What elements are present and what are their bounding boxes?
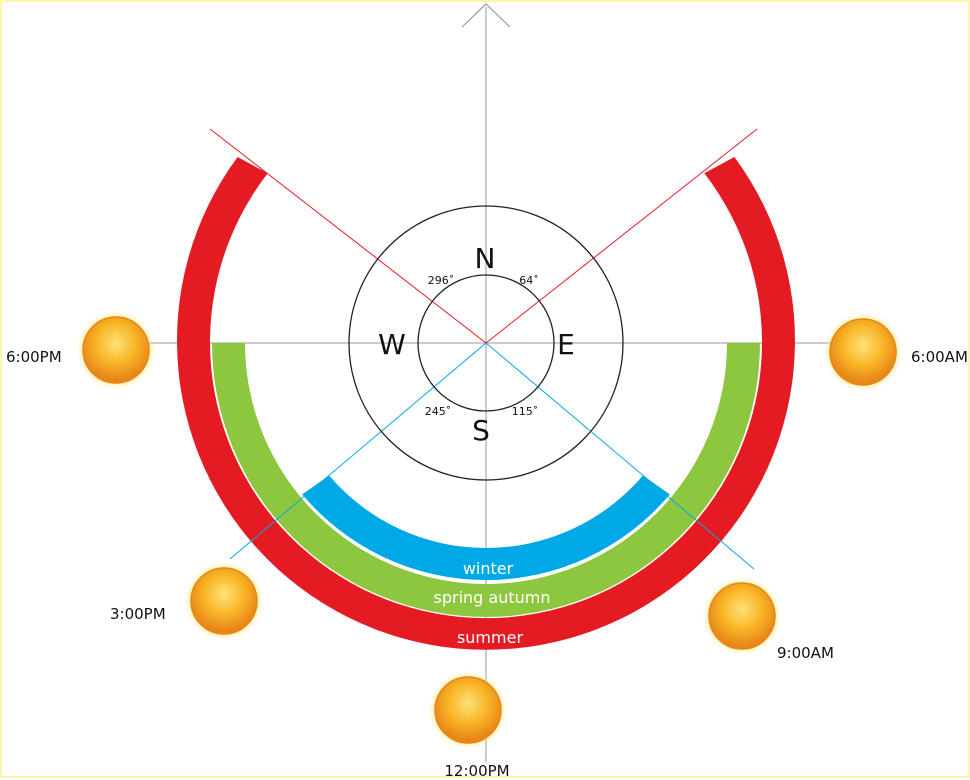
- summer-label: summer: [457, 628, 523, 647]
- sun-3pm-icon: [183, 560, 265, 642]
- summer-band: [177, 157, 796, 650]
- compass-inner-circle: [417, 274, 555, 412]
- time-3pm-label: 3:00PM: [110, 605, 166, 623]
- time-6pm-label: 6:00PM: [6, 348, 62, 366]
- compass-north: N: [475, 242, 496, 275]
- spring-autumn-band: [212, 343, 760, 617]
- winter-label: winter: [463, 559, 514, 578]
- time-9am-label: 9:00AM: [777, 644, 834, 662]
- winter-sunrise-line: [485, 342, 755, 570]
- spring-autumn-label: spring autumn: [434, 588, 551, 607]
- sun-6am-icon: [822, 311, 904, 393]
- compass-east: E: [557, 328, 575, 361]
- winter-sunset-line: [229, 342, 487, 560]
- sun-9am-icon: [701, 575, 783, 657]
- angle-ne-label: 64˚: [519, 274, 539, 287]
- time-6am-label: 6:00AM: [911, 348, 968, 366]
- sun-6pm-icon: [75, 309, 157, 391]
- time-12pm-label: 12:00PM: [444, 762, 509, 780]
- sun-12pm-icon: [427, 669, 509, 751]
- north-arrow-icon: [461, 3, 511, 28]
- angle-nw-label: 296˚: [428, 274, 455, 287]
- compass-west: W: [378, 328, 406, 361]
- angle-sw-label: 245˚: [425, 405, 452, 418]
- winter-band: [302, 475, 670, 581]
- summer-sunrise-line: [485, 128, 758, 344]
- angle-se-label: 115˚: [512, 405, 539, 418]
- compass-outer-circle: [348, 205, 624, 481]
- summer-sunset-line: [209, 128, 487, 344]
- compass-south: S: [472, 414, 490, 447]
